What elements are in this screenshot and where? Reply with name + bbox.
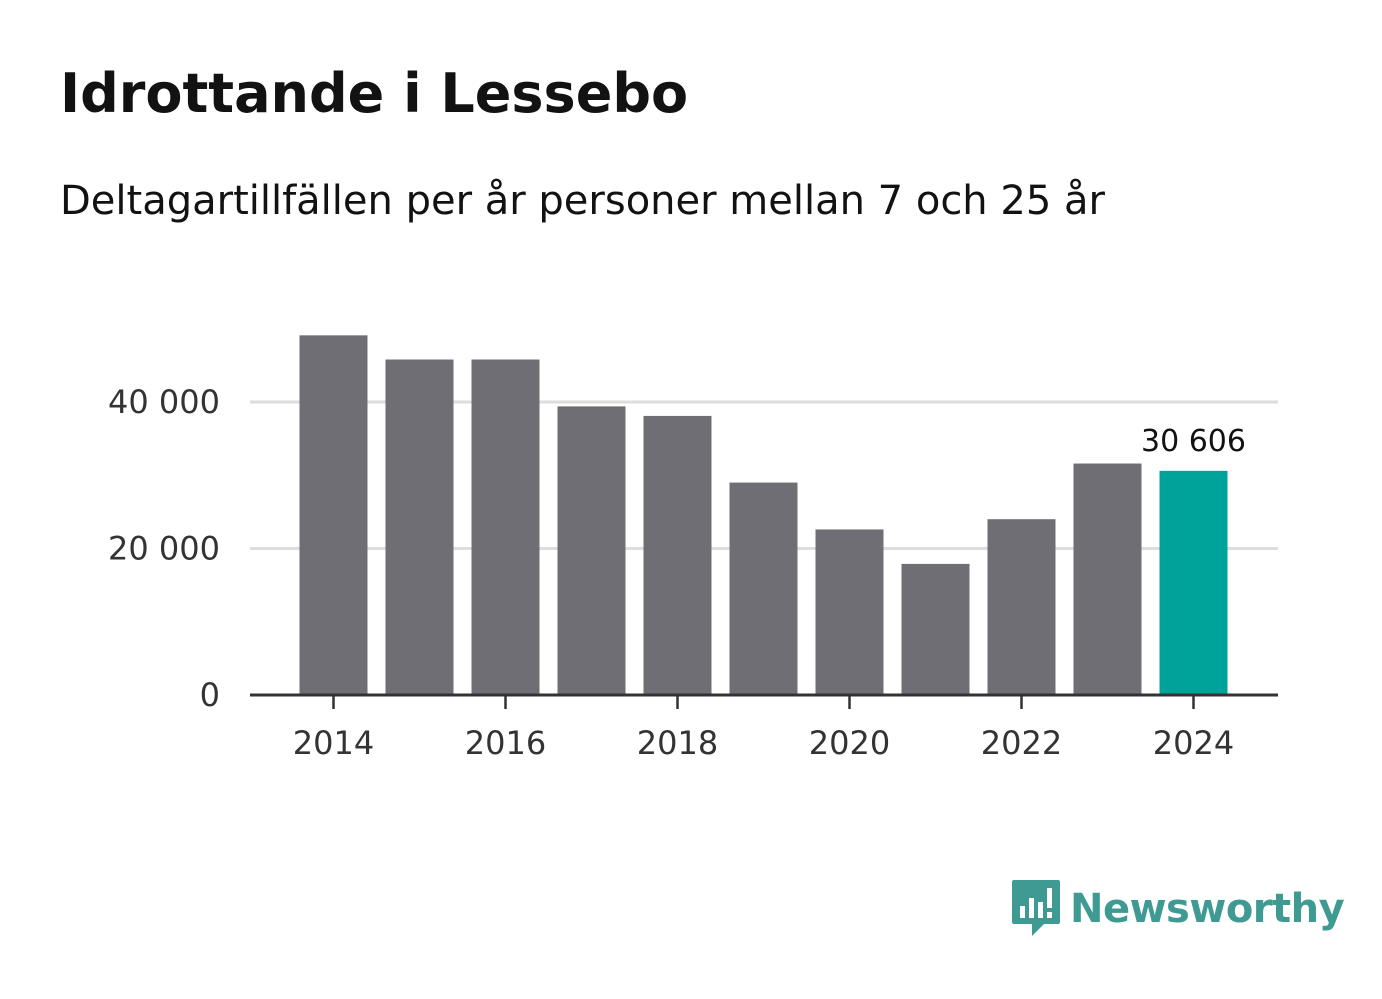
y-tick-label: 40 000 [108,383,220,421]
newsworthy-logo: Newsworthy [1010,878,1345,940]
bar-2014 [299,335,368,695]
bar-2019 [729,482,798,695]
bars [299,335,1228,695]
highlight-value-label: 30 606 [1141,424,1246,459]
bar-2016 [471,359,540,695]
x-tick-label: 2018 [637,724,718,762]
logo-text: Newsworthy [1070,886,1345,932]
x-tick-label: 2014 [293,724,374,762]
x-tick-label: 2024 [1153,724,1234,762]
y-tick-label: 20 000 [108,530,220,568]
newsworthy-chart-bubble-icon [1012,880,1060,936]
labels: 0 20 000 40 000 2014 2016 2018 2020 2022 2024 30 … [108,383,1246,762]
x-tick-label: 2022 [981,724,1062,762]
bar-2018 [643,415,712,695]
x-tick-label: 2016 [465,724,546,762]
chart-subtitle: Deltagartillfällen per år personer mella… [60,178,1105,224]
x-axis [250,693,1278,709]
bar-2022 [987,519,1056,695]
bar-2021 [901,563,970,695]
y-tick-label: 0 [200,676,220,714]
bar-2017 [557,406,626,695]
chart-title: Idrottande i Lessebo [60,62,689,125]
bar-2015 [385,359,454,695]
x-tick-label: 2020 [809,724,890,762]
bar-2020 [815,529,884,695]
bar-2023 [1073,463,1142,695]
bar-2024 [1159,470,1228,695]
